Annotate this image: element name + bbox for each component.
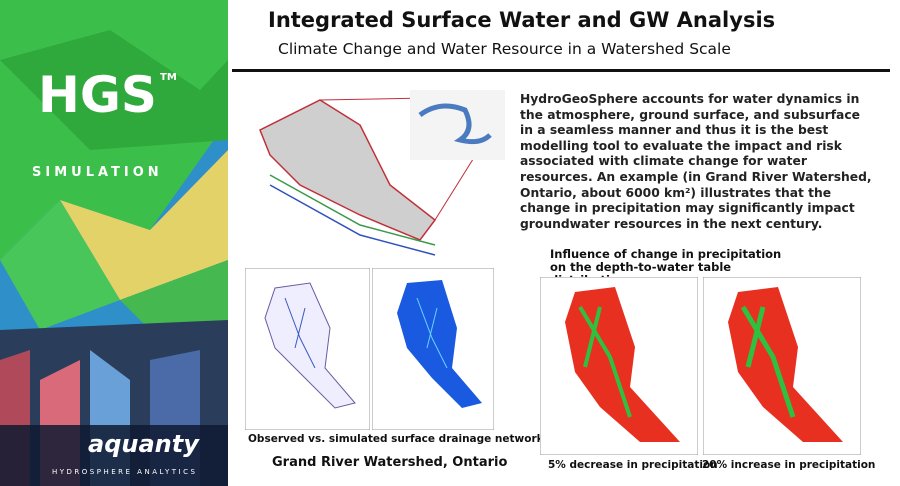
increase-map (703, 277, 861, 455)
product-name: SIMULATION (32, 165, 163, 180)
logo: HGS (38, 66, 157, 124)
sidebar: HGS TM SIMULATION aquanty HYDROSPHERE AN… (0, 0, 228, 486)
observed-drainage-map (245, 268, 370, 430)
title: Integrated Surface Water and GW Analysis (268, 8, 776, 32)
simulated-drainage-map (372, 268, 494, 430)
decrease-caption: 5% decrease in precipitation (548, 459, 718, 471)
watershed-caption: Grand River Watershed, Ontario (272, 455, 508, 470)
increase-caption: 20% increase in precipitation (702, 459, 876, 471)
decrease-map (540, 277, 698, 455)
description: HydroGeoSphere accounts for water dynami… (520, 92, 872, 231)
watershed-3d-image (259, 90, 505, 256)
drainage-caption: Observed vs. simulated surface drainage … (248, 433, 550, 445)
subtitle: Climate Change and Water Resource in a W… (278, 40, 731, 58)
company-name: aquanty (88, 430, 200, 458)
divider (232, 69, 890, 72)
trademark: TM (160, 72, 177, 83)
tagline: HYDROSPHERE ANALYTICS (52, 468, 197, 476)
